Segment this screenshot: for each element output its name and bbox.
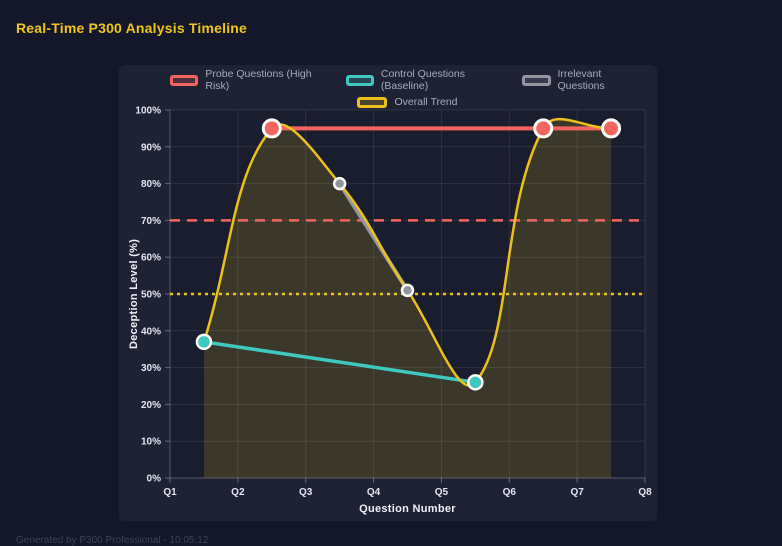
irrelevant-point[interactable] [332, 176, 347, 191]
legend-row-1: Probe Questions (High Risk) Control Ques… [170, 68, 645, 92]
page-title: Real-Time P300 Analysis Timeline [16, 20, 248, 36]
x-tick-label: Q6 [503, 487, 517, 498]
probe-point[interactable] [601, 118, 622, 139]
legend-label: Overall Trend [394, 96, 458, 108]
legend-label: Irrelevant Questions [557, 68, 605, 92]
control-line [202, 340, 478, 385]
y-tick-label: 30% [141, 363, 161, 374]
x-tick-label: Q3 [299, 487, 313, 498]
control-point[interactable] [467, 374, 484, 391]
x-tick-label: Q8 [638, 487, 652, 498]
y-tick-label: 80% [141, 179, 161, 190]
irrelevant-point[interactable] [400, 283, 415, 298]
y-axis-title: Deception Level (%) [128, 238, 140, 350]
legend-label: Control Questions (Baseline) [380, 68, 465, 92]
y-tick-label: 20% [141, 400, 161, 411]
legend-item-irrelevant[interactable]: Irrelevant Questions [522, 68, 645, 92]
y-tick-label: 90% [141, 142, 161, 153]
legend-item-trend[interactable]: Overall Trend [357, 96, 458, 108]
y-tick-label: 10% [141, 437, 161, 448]
x-tick-label: Q1 [163, 487, 177, 498]
trend-legend-swatch [357, 96, 388, 108]
footer-note: Generated by P300 Professional - 10:05:1… [16, 535, 209, 546]
legend-row-2: Overall Trend [170, 96, 645, 108]
control-point[interactable] [195, 333, 213, 351]
chart-canvas: Q1 Q2 Q3 Q4 Q5 Q6 Q7 Q8 0% 10% 20% 30% 40% 50% 60% 70% 8… [119, 65, 657, 521]
x-tick-label: Q4 [367, 487, 381, 498]
probe-point[interactable] [533, 118, 554, 139]
x-axis-title: Question Number [359, 503, 456, 515]
legend-label: Probe Questions (High Risk) [205, 68, 312, 92]
x-tick-label: Q5 [435, 487, 449, 498]
y-tick-label: 40% [141, 326, 161, 337]
chart-svg: Q1 Q2 Q3 Q4 Q5 Q6 Q7 Q8 0% 10% 20% 30% 40% 50% 60% 70% 8… [135, 106, 652, 499]
irrelevant-legend-swatch [522, 74, 551, 86]
trend-area [203, 119, 612, 479]
y-tick-label: 50% [141, 290, 161, 301]
legend-item-probe[interactable]: Probe Questions (High Risk) [170, 68, 330, 92]
probe-point[interactable] [261, 118, 282, 139]
chart-panel: Probe Questions (High Risk) Control Ques… [119, 65, 657, 521]
y-tick-label: 100% [135, 106, 161, 117]
y-tick-label: 70% [141, 216, 161, 227]
x-tick-label: Q7 [570, 487, 584, 498]
y-tick-label: 60% [141, 253, 161, 264]
y-tick-label: 0% [147, 474, 162, 485]
control-legend-swatch [345, 74, 374, 86]
x-tick-label: Q2 [231, 487, 245, 498]
probe-legend-swatch [170, 74, 199, 86]
legend-item-control[interactable]: Control Questions (Baseline) [345, 68, 507, 92]
chart-legend: Probe Questions (High Risk) Control Ques… [170, 68, 645, 112]
